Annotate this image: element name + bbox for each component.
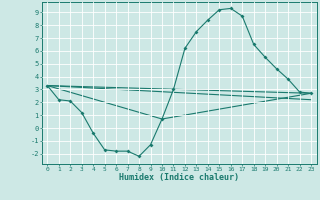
X-axis label: Humidex (Indice chaleur): Humidex (Indice chaleur) [119, 173, 239, 182]
